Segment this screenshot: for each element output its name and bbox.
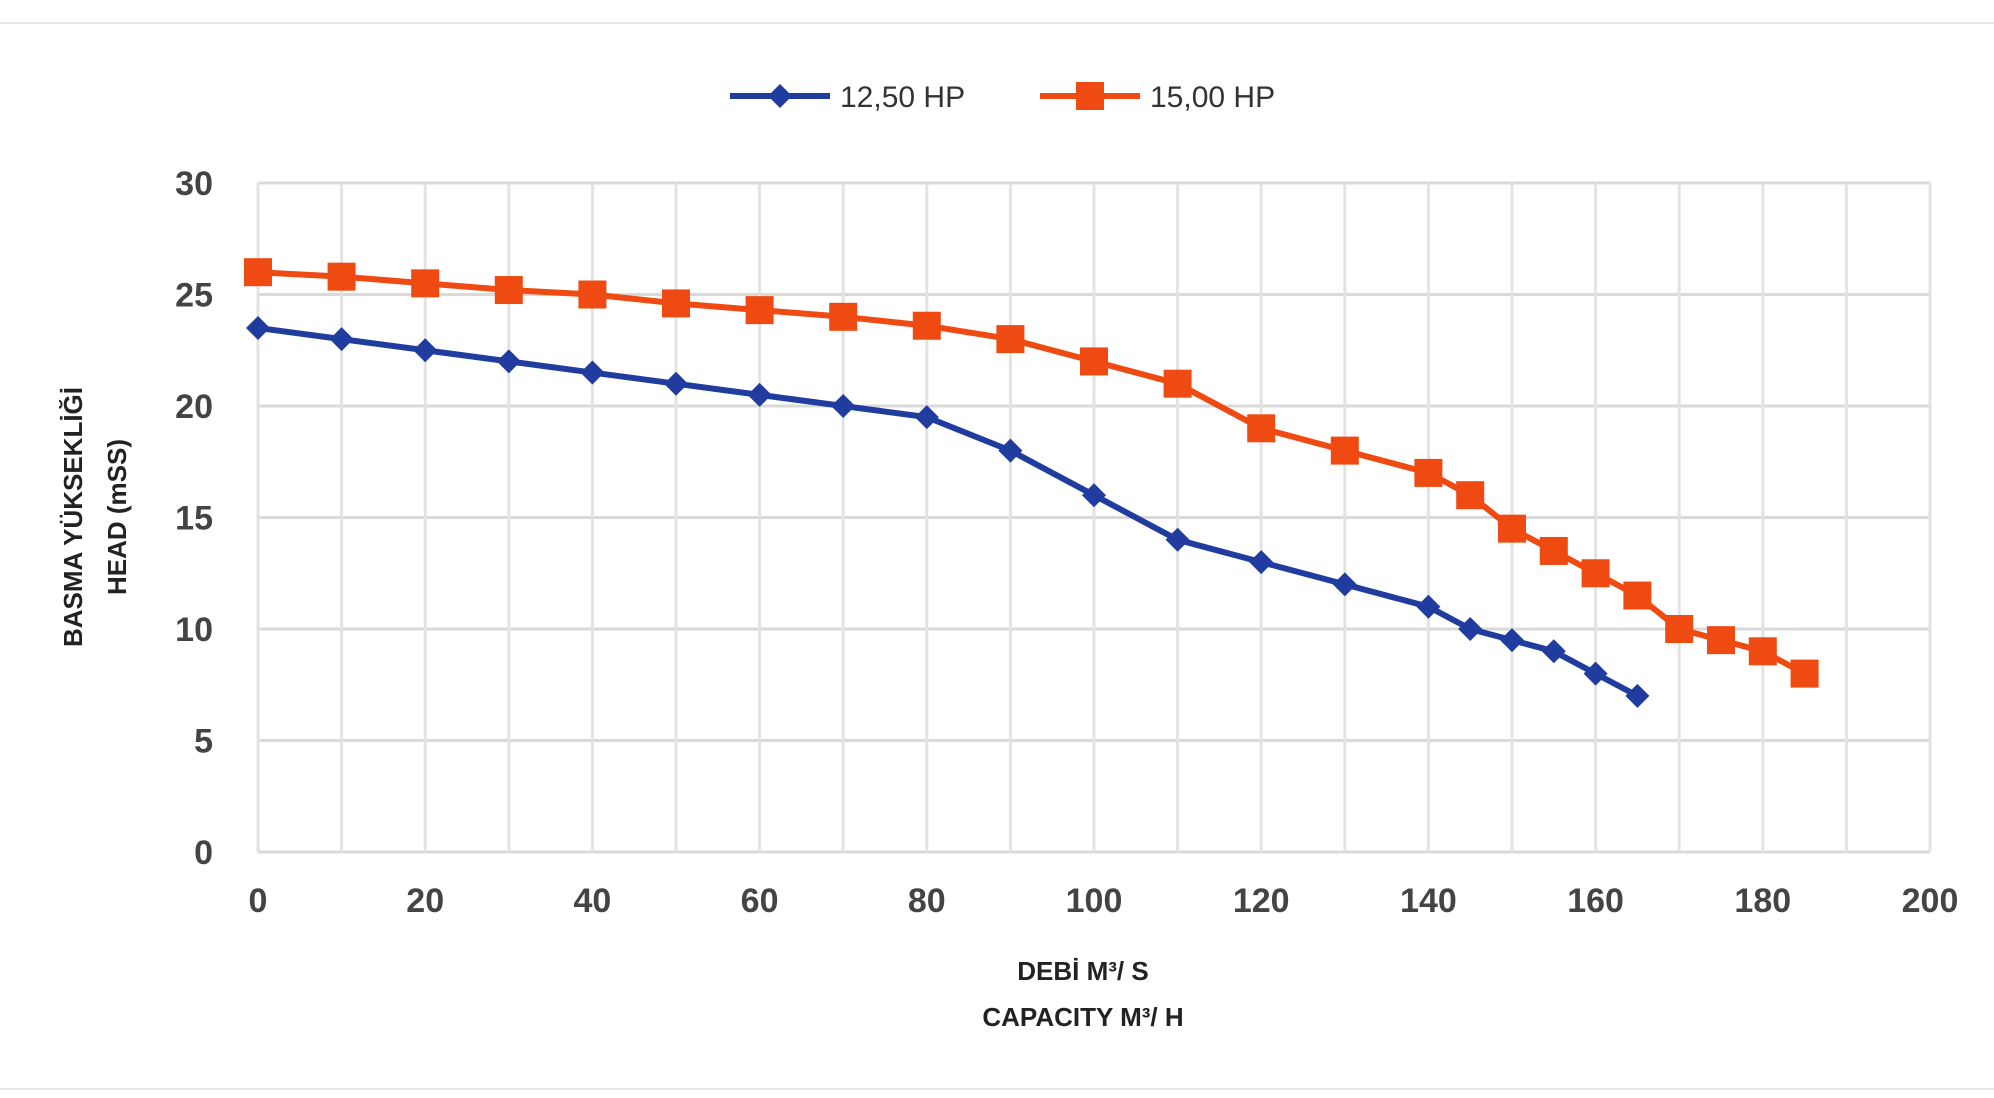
data-point <box>747 382 772 407</box>
data-point <box>1541 639 1566 664</box>
data-point <box>329 327 354 352</box>
legend-label: 12,50 HP <box>840 81 965 114</box>
data-point <box>1080 347 1108 376</box>
x-tick-label: 60 <box>741 882 779 920</box>
data-point <box>494 276 523 305</box>
legend-marker <box>768 84 792 108</box>
data-point <box>1163 369 1192 398</box>
data-point <box>1330 436 1359 465</box>
y-tick-label: 30 <box>175 165 213 203</box>
y-axis-title-group: BASMA YÜKSEKLİĞİ HEAD (mSS) <box>58 387 132 647</box>
y-tick-label: 25 <box>175 277 213 315</box>
data-point <box>1498 514 1526 543</box>
data-point <box>496 349 521 374</box>
y-tick-label: 0 <box>194 834 213 872</box>
data-point <box>244 258 272 287</box>
y-axis-title: BASMA YÜKSEKLİĞİ HEAD (mSS) <box>58 387 132 647</box>
data-point <box>1458 617 1483 641</box>
x-tick-label: 160 <box>1567 882 1624 920</box>
data-point <box>1707 626 1735 655</box>
y-tick-label: 15 <box>175 500 213 538</box>
data-point <box>1165 527 1190 552</box>
data-point <box>912 311 941 340</box>
x-axis-tick-labels: 0 20 40 60 80 100 120 140 160 180 200 <box>249 882 1959 920</box>
legend-entry-1: 12,50 HP <box>730 81 965 114</box>
y-axis-tick-labels: 0 5 10 15 20 25 30 <box>175 165 213 872</box>
x-tick-label: 200 <box>1902 882 1959 920</box>
data-point <box>1500 628 1524 653</box>
data-point <box>1416 594 1441 619</box>
data-point <box>1625 683 1650 708</box>
data-point <box>1581 559 1610 588</box>
y-axis-title-line: HEAD (mSS) <box>102 439 132 595</box>
legend-label: 15,00 HP <box>1150 81 1275 114</box>
series-1 <box>246 315 1650 708</box>
data-point <box>411 269 440 298</box>
data-point <box>1414 458 1443 487</box>
data-point <box>1748 637 1777 666</box>
x-tick-label: 180 <box>1734 882 1791 920</box>
data-point <box>1082 483 1106 508</box>
data-point <box>1583 661 1608 686</box>
data-point <box>1665 615 1694 643</box>
x-axis-title-line: CAPACITY M³/ H <box>982 1002 1183 1032</box>
data-point <box>998 438 1023 463</box>
x-axis-title-line: DEBİ M³/ S <box>1017 956 1148 986</box>
data-point <box>1790 659 1819 688</box>
series-line <box>257 269 1807 677</box>
x-tick-label: 0 <box>249 882 268 920</box>
gridlines <box>256 181 1932 854</box>
y-tick-label: 20 <box>175 388 213 426</box>
legend: 12,50 HP 15,00 HP <box>730 81 1275 114</box>
x-tick-label: 20 <box>406 882 444 920</box>
data-point <box>327 262 356 291</box>
data-point <box>914 405 939 430</box>
data-point <box>662 289 690 318</box>
y-tick-label: 10 <box>175 611 213 649</box>
x-tick-label: 140 <box>1400 882 1457 920</box>
data-point <box>580 360 605 385</box>
top-divider <box>0 22 1994 24</box>
data-point <box>1539 536 1568 565</box>
data-point <box>578 280 607 309</box>
y-tick-label: 5 <box>194 723 213 761</box>
legend-entry-2: 15,00 HP <box>1040 81 1275 114</box>
bottom-divider <box>0 1088 1994 1090</box>
series-lines <box>244 258 1819 708</box>
data-point <box>996 325 1025 354</box>
data-point <box>1247 414 1276 443</box>
data-point <box>831 394 856 418</box>
x-tick-label: 100 <box>1066 882 1123 920</box>
x-axis-title: DEBİ M³/ S CAPACITY M³/ H <box>982 956 1183 1032</box>
data-point <box>413 338 438 363</box>
data-point <box>1623 581 1652 610</box>
data-point <box>1249 550 1274 575</box>
data-point <box>829 302 858 331</box>
x-tick-label: 40 <box>573 882 611 920</box>
data-point <box>1456 481 1485 510</box>
data-point <box>664 371 688 396</box>
x-tick-label: 80 <box>908 882 946 920</box>
series-line <box>257 324 1639 699</box>
data-point <box>1332 572 1357 597</box>
data-point <box>246 315 270 340</box>
series-2 <box>244 258 1819 688</box>
x-tick-label: 120 <box>1233 882 1290 920</box>
data-point <box>745 296 774 325</box>
legend-marker <box>1076 82 1104 110</box>
y-axis-title-line: BASMA YÜKSEKLİĞİ <box>58 387 88 647</box>
